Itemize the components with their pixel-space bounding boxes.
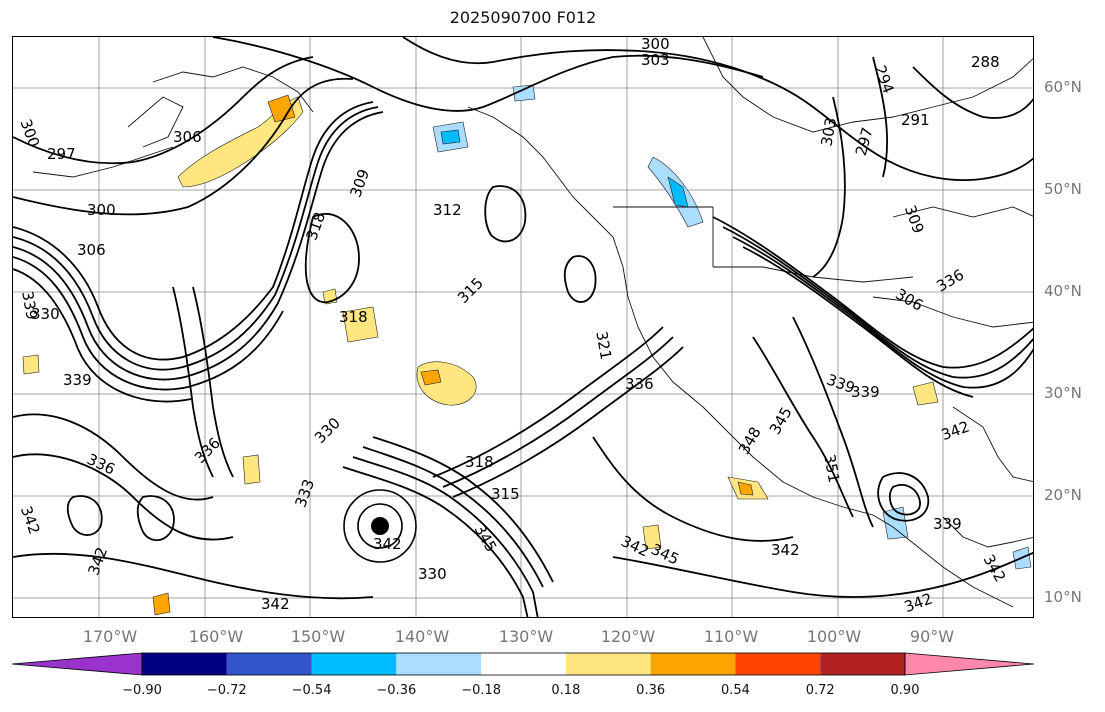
contour-label: 318 [339,308,368,326]
lon-label-90w: 90°W [909,627,955,646]
contour-label: 342 [261,595,290,613]
colorbar-segment [481,653,566,675]
lat-label-40n: 40°N [1044,282,1082,300]
lon-label-150w: 150°W [290,627,346,646]
map-title: 2025090700 F012 [449,8,597,27]
colorbar-frame [141,652,906,676]
contour-label: 342 [771,541,800,559]
hurricane-center-marker [371,517,389,535]
lon-label-120w: 120°W [600,627,656,646]
contour-label: 330 [418,565,447,583]
contour-label: 339 [63,371,92,389]
contour-label: 318 [465,453,494,471]
colorbar-tick-label: −0.54 [291,683,332,698]
contour-label: 306 [173,128,202,146]
colorbar-segment [311,653,397,675]
colorbar-tick-label: −0.72 [206,683,247,698]
contours [13,37,1033,617]
contour-label: 342 [84,545,111,578]
contour-label: 336 [625,375,654,393]
graticule [13,37,1033,617]
contour-label: 336 [933,266,967,296]
colorbar-segment [735,653,821,675]
lon-label-130w: 130°W [498,627,554,646]
contour-label-layer: 300 303 300 297 306 300 306 339 330 318 … [17,37,1010,616]
contour-label: 345 [766,404,796,438]
colorbar-segment [650,653,736,675]
colorbar-extend-low [12,652,143,676]
contour-label: 303 [817,116,840,147]
colorbar-tick-label: 0.90 [890,683,920,698]
contour-label: 333 [291,477,318,510]
colorbar-tick-label: 0.18 [551,683,581,698]
shaded-patches [22,84,1032,616]
contour-label: 342 [17,504,44,537]
colorbar-segment [226,653,312,675]
contour-label: 294 [871,63,898,96]
contour-label: 297 [47,145,76,163]
contour-label: 348 [735,424,765,458]
contour-label: 330 [31,305,60,323]
contour-label: 345 [471,521,501,555]
colorbar-segment [565,653,651,675]
contour-label: 339 [851,383,880,401]
lat-label-60n: 60°N [1044,78,1082,96]
colorbar-tick-label: 0.72 [805,683,835,698]
contour-label: 303 [641,51,670,69]
colorbar-tick-label: 0.54 [720,683,750,698]
contour-label: 351 [820,453,843,484]
lon-label-170w: 170°W [82,627,138,646]
contour-label: 309 [346,167,373,200]
contour-label: 342 [980,551,1010,585]
contour-label: 300 [641,37,670,53]
contour-label: 330 [311,414,344,447]
colorbar-segment [820,653,905,675]
hurricane-rings [343,489,417,563]
contour-label: 339 [933,515,962,533]
colorbar-tick-label: −0.36 [376,683,417,698]
contour-label: 318 [302,210,329,243]
contour-label: 336 [84,450,118,478]
map-panel: 300 303 300 297 306 300 306 339 330 318 … [12,36,1034,618]
lat-label-10n: 10°N [1044,588,1082,606]
contour-label: 288 [971,53,1000,71]
contour-label: 321 [592,330,615,361]
lat-label-20n: 20°N [1044,486,1082,504]
coastlines [32,37,1033,608]
colorbar-tick-label: −0.18 [461,683,502,698]
colorbar-segment [396,653,482,675]
colorbar-segment [142,653,227,675]
contour-label: 306 [77,241,106,259]
contour-label: 315 [454,274,487,307]
lat-label-50n: 50°N [1044,180,1082,198]
contour-label: 309 [901,203,928,236]
lon-label-110w: 110°W [703,627,759,646]
contour-label: 315 [491,485,520,503]
contour-label: 339 [18,290,41,321]
lat-label-30n: 30°N [1044,384,1082,402]
colorbar-tick-label: −0.90 [122,683,162,698]
colorbar-tick-label: 0.36 [636,683,666,698]
colorbar [12,652,1035,676]
lon-label-160w: 160°W [188,627,244,646]
colorbar-extend-high [904,652,1035,676]
map-canvas: 300 303 300 297 306 300 306 339 330 318 … [13,37,1033,617]
contour-label: 300 [87,201,116,219]
contour-label: 342 [939,417,972,444]
lon-label-100w: 100°W [806,627,862,646]
contour-label: 306 [892,285,926,315]
contour-label: 312 [433,201,462,219]
contour-label: 291 [901,111,930,129]
contour-label: 300 [17,117,44,150]
contour-label: 342 [373,535,402,553]
lon-label-140w: 140°W [394,627,450,646]
